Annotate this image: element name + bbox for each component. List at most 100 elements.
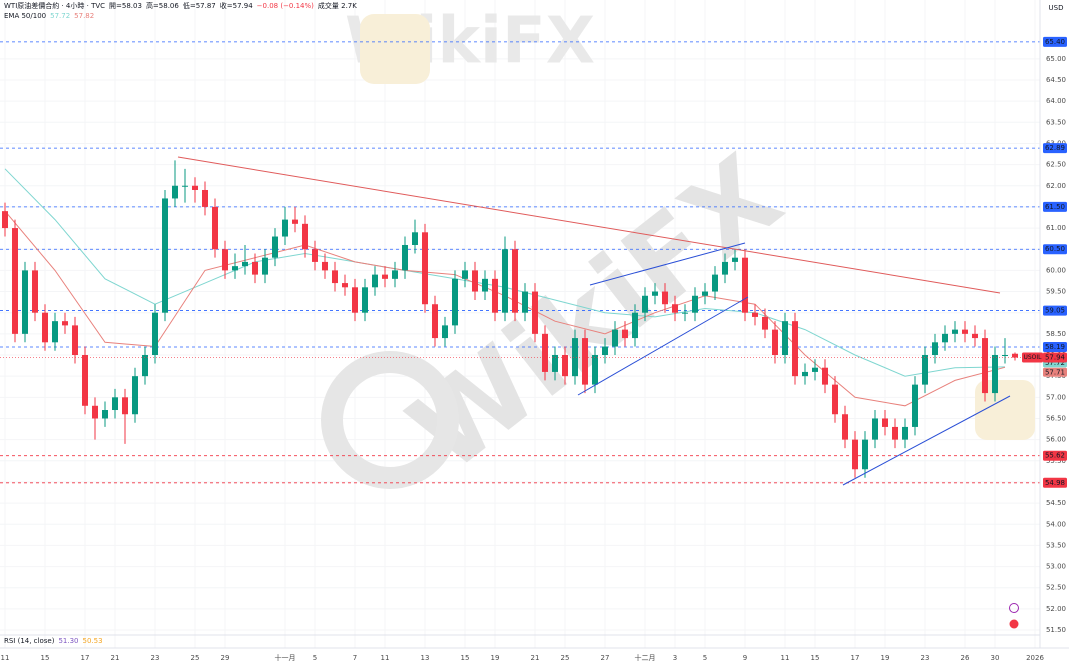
candle-body: [572, 338, 578, 377]
trend-line: [177, 156, 1001, 294]
header-line: WTI原油差價合約 · 4小時 · TVC 開=58.03 高=58.06 低=57.…: [4, 1, 357, 10]
candle-body: [472, 270, 478, 292]
y-tick-label: 61.00: [1046, 224, 1066, 232]
y-tick-label: 64.00: [1046, 97, 1066, 105]
candle-body: [612, 329, 618, 347]
x-tick-label: 11: [381, 654, 390, 662]
candle-body: [352, 287, 358, 313]
level-badge: [1043, 143, 1067, 154]
candle-body: [762, 316, 768, 330]
trend-line: [577, 296, 749, 396]
ema-badge-label: 57.72: [1045, 359, 1065, 367]
watermark-logo: [975, 380, 1035, 440]
header-value: 成交量 2.7K: [318, 1, 357, 10]
candle-body: [222, 249, 228, 271]
candle-body: [872, 418, 878, 440]
candle-body: [692, 295, 698, 313]
x-tick-label: 11: [781, 654, 790, 662]
candle-body: [72, 325, 78, 356]
candle-body: [152, 312, 158, 356]
candle-body: [262, 257, 268, 275]
candle-body: [512, 249, 518, 313]
y-tick-label: 64.50: [1046, 76, 1066, 84]
x-tick-label: 23: [151, 654, 160, 662]
candle-body: [1012, 353, 1018, 358]
axes: 51.5052.0052.5053.0053.5054.0054.5055.00…: [1, 55, 1066, 662]
candle-body: [942, 333, 948, 343]
x-tick-label: 15: [41, 654, 50, 662]
x-tick-label: 17: [851, 654, 860, 662]
candle-body: [642, 295, 648, 313]
symbol-badge: [1022, 352, 1043, 363]
candle-body: [392, 270, 398, 279]
candle-body: [542, 333, 548, 372]
header-value: −0.08 (−0.14%): [257, 2, 315, 10]
candle-body: [102, 410, 108, 419]
header-value: 高=58.06: [146, 1, 179, 10]
candle-body: [972, 333, 978, 339]
oscillator: RSI (14, close): [4, 637, 55, 645]
price-badge: [1043, 352, 1067, 363]
candle-body: [362, 287, 368, 313]
candle-body: [832, 384, 838, 415]
candle-body: [182, 185, 188, 187]
candle-body: [892, 426, 898, 440]
title: WTI原油差價合約 · 4小時 · TVC: [4, 1, 105, 10]
candle-body: [492, 278, 498, 313]
level-label: 65.40: [1045, 38, 1065, 46]
candle-body: [462, 270, 468, 279]
candle-body: [852, 439, 858, 470]
candle-body: [932, 342, 938, 356]
x-tick-label: 15: [811, 654, 820, 662]
level-badge: [1043, 36, 1067, 47]
candle-body: [432, 304, 438, 339]
badges: 65.40 62.89 61.50 60.50 59.05 58.19 55.62 54.98…: [1022, 36, 1067, 488]
candle-body: [822, 367, 828, 385]
y-tick-label: 56.50: [1046, 414, 1066, 422]
y-tick-label: 56.00: [1046, 436, 1066, 444]
candle-body: [1002, 355, 1008, 357]
candle-body: [232, 266, 238, 271]
y-tick-label: 59.50: [1046, 288, 1066, 296]
candle-body: [592, 355, 598, 385]
x-tick-label: 3: [673, 654, 677, 662]
oscillator-line: RSI (14, close) 51.30 50.53: [4, 637, 103, 645]
x-tick-label: 5: [313, 654, 317, 662]
indicator-line: EMA 50/100 57.72 57.82: [4, 12, 94, 20]
candle-body: [2, 211, 8, 229]
y-tick-label: 62.50: [1046, 161, 1066, 169]
candle-body: [982, 338, 988, 394]
candle-body: [242, 261, 248, 267]
ema-badge: [1043, 367, 1067, 377]
event-icon[interactable]: [1009, 603, 1019, 613]
candle-body: [202, 189, 208, 207]
header-value: 低=57.87: [183, 1, 216, 10]
candle-body: [112, 397, 118, 411]
candle-body: [312, 249, 318, 262]
candle-body: [252, 261, 258, 275]
candle-body: [782, 321, 788, 356]
currency: USD: [1049, 4, 1064, 12]
y-tick-label: 52.50: [1046, 584, 1066, 592]
candle-body: [772, 329, 778, 356]
candle-body: [412, 232, 418, 245]
x-tick-label: 11: [1, 654, 10, 662]
level-badge: [1043, 244, 1067, 255]
x-tick-label: 7: [353, 654, 357, 662]
candle-body: [632, 312, 638, 339]
candle-body: [292, 219, 298, 224]
y-tick-label: 53.00: [1046, 563, 1066, 571]
candle-body: [622, 329, 628, 339]
x-tick-label: 十一月: [275, 653, 296, 662]
event-icon[interactable]: [1009, 619, 1019, 629]
candle-body: [272, 236, 278, 258]
candle-body: [582, 338, 588, 385]
candle-body: [32, 270, 38, 313]
candle-body: [442, 325, 448, 339]
candle-body: [722, 261, 728, 275]
candle-body: [802, 371, 808, 377]
level-label: 54.98: [1045, 479, 1065, 487]
x-tick-label: 5: [703, 654, 707, 662]
